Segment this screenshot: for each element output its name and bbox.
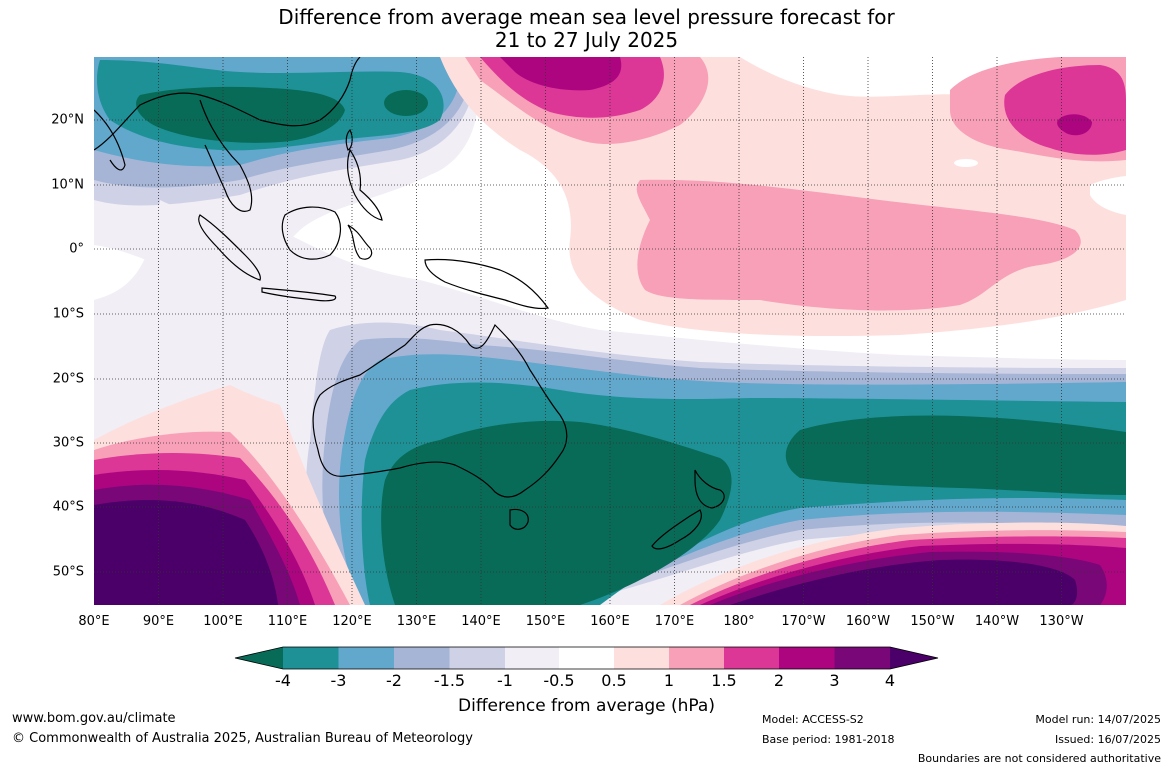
colorbar-tick-label: 2	[773, 671, 785, 690]
colorbar-tick-label: 4	[884, 671, 896, 690]
lon-label: 80°E	[78, 614, 110, 629]
model-run-date: Model run: 14/07/2025	[1035, 713, 1161, 726]
base-period: Base period: 1981-2018	[762, 733, 895, 746]
boundary-disclaimer: Boundaries are not considered authoritat…	[917, 752, 1161, 765]
lon-label: 170°W	[781, 614, 826, 629]
lon-label: 150°W	[910, 614, 955, 629]
borneo-coastline	[281, 206, 342, 260]
lat-label: 0°	[69, 241, 84, 257]
map-title-line1: Difference from average mean sea level p…	[278, 5, 895, 29]
tasmania-coastline	[509, 508, 529, 530]
lon-label: 140°E	[461, 614, 501, 629]
philippines-coastline	[346, 148, 383, 221]
colorbar-title: Difference from average (hPa)	[458, 696, 715, 716]
lon-label: 100°E	[203, 614, 243, 629]
colorbar-tick-label: -0.5	[543, 671, 575, 690]
india-coastline	[94, 109, 126, 171]
southwest-positive-region	[94, 385, 365, 605]
colorbar-tick-label: -1	[497, 671, 513, 690]
sumatra-coastline	[198, 214, 261, 281]
colorbar-tick-label: 1	[663, 671, 675, 690]
lon-label: 120°E	[332, 614, 372, 629]
lon-label: 130°E	[396, 614, 437, 629]
nz-south-coastline	[651, 509, 702, 550]
website-link[interactable]: www.bom.gov.au/climate	[12, 711, 176, 726]
lat-label: 20°S	[52, 371, 84, 387]
graticule	[94, 57, 1126, 605]
java-coastline	[261, 287, 337, 302]
copyright-text: © Commonwealth of Australia 2025, Austra…	[12, 731, 473, 746]
lon-label: 130°W	[1039, 614, 1084, 629]
colorbar-tick-label: -4	[275, 671, 291, 690]
lon-label: 110°E	[267, 614, 308, 629]
colorbar-tick-label: -2	[386, 671, 402, 690]
lon-label: 160°W	[845, 614, 891, 629]
nz-north-coastline	[694, 469, 725, 509]
colorbar-tick-label: -3	[330, 671, 347, 690]
new-guinea-coastline	[424, 258, 550, 310]
sulawesi-coastline	[347, 224, 373, 260]
indochina-coastline	[199, 99, 253, 212]
lon-label: 160°E	[590, 614, 630, 629]
lat-label: 10°S	[52, 306, 84, 322]
lat-label: 10°N	[51, 177, 84, 193]
australia-coastline	[312, 323, 568, 498]
colorbar-tick-label: 3	[829, 671, 840, 690]
colorbar-tick-label: 0.5	[601, 671, 627, 690]
southeast-positive-region	[660, 522, 1126, 605]
lon-label: 90°E	[142, 614, 175, 629]
lat-label: 50°S	[52, 564, 84, 580]
taiwan-coastline	[345, 128, 353, 151]
lat-label: 30°S	[52, 435, 84, 451]
map-title-line2: 21 to 27 July 2025	[494, 28, 679, 52]
lat-label: 40°S	[52, 499, 84, 515]
colorbar-tick-label: -1.5	[433, 671, 466, 690]
north-pacific-positive-region	[440, 57, 1126, 337]
lat-label: 20°N	[51, 112, 84, 128]
southern-negative-band	[306, 322, 1126, 605]
lon-label: 140°W	[974, 614, 1020, 629]
lon-label: 180°	[723, 614, 755, 629]
lon-label: 170°E	[654, 614, 695, 629]
issued-date: Issued: 16/07/2025	[1054, 733, 1161, 746]
model-name: Model: ACCESS-S2	[762, 713, 864, 726]
colorbar-tick-label: 1.5	[711, 671, 737, 690]
lon-label: 150°E	[525, 614, 566, 629]
